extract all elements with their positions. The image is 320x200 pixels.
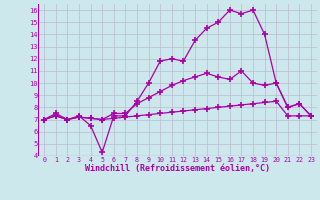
X-axis label: Windchill (Refroidissement éolien,°C): Windchill (Refroidissement éolien,°C) (85, 164, 270, 173)
